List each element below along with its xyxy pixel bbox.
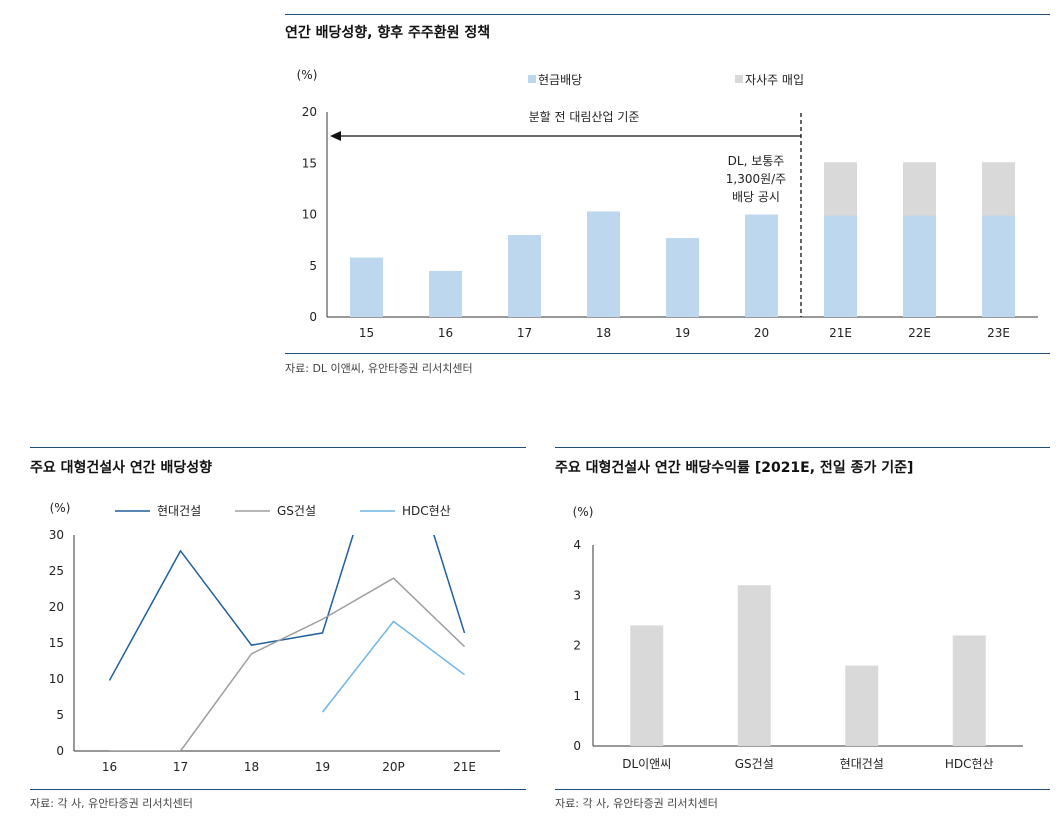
top-panel-bottom-rule bbox=[285, 353, 1050, 354]
bottom-left-bottom-rule bbox=[30, 789, 526, 790]
x-tick-label: 21E bbox=[453, 760, 476, 774]
bar-cash-19 bbox=[666, 238, 699, 317]
y-tick-label: 1 bbox=[573, 689, 581, 703]
top-panel-top-rule bbox=[285, 14, 1050, 15]
series-line-hdc bbox=[321, 620, 465, 713]
y-tick-label: 0 bbox=[309, 310, 317, 324]
bar-cash-22E bbox=[903, 215, 936, 317]
y-tick-label: 0 bbox=[573, 739, 581, 753]
bar-cash-20 bbox=[745, 214, 778, 317]
y-tick-label: 2 bbox=[573, 639, 581, 653]
legend-swatch-1 bbox=[735, 75, 743, 83]
dividend-note-line: DL, 보통주 bbox=[728, 154, 785, 168]
legend-label-hyundai: 현대건설 bbox=[157, 504, 201, 518]
construction-yield-bar-chart: (%) 0 1 2 3 4 DL이앤씨 GS건설 현대건설 HDC현산 bbox=[573, 505, 1023, 771]
legend-label-gs: GS건설 bbox=[277, 504, 316, 518]
bar-cash-16 bbox=[429, 270, 462, 317]
legend-swatch-0 bbox=[528, 75, 536, 83]
top-panel-source: 자료: DL 이앤씨, 유안타증권 리서치센터 bbox=[285, 362, 473, 375]
x-tick-label: 현대건설 bbox=[840, 757, 884, 771]
dividend-note-line: 1,300원/주 bbox=[726, 172, 786, 186]
x-tick-label: HDC현산 bbox=[945, 757, 994, 771]
y-unit-label: (%) bbox=[573, 505, 594, 519]
bar-cash-18 bbox=[587, 211, 620, 317]
y-tick-label: 0 bbox=[56, 744, 64, 758]
construction-payout-line-chart: (%) 0 5 10 15 20 25 30 16 17 18 19 20P 21E 현대건설 GS건설 HDC… bbox=[49, 501, 500, 774]
bar-cash-17 bbox=[508, 235, 541, 317]
yield-bar-2 bbox=[845, 665, 879, 746]
x-tick-label: 22E bbox=[908, 326, 931, 340]
y-tick-label: 10 bbox=[302, 208, 317, 222]
y-tick-label: 3 bbox=[573, 588, 581, 602]
x-tick-label: 17 bbox=[517, 326, 532, 340]
series-line-gs bbox=[109, 577, 466, 751]
dividend-payout-policy-chart: (%) 0 5 10 15 20 15 16 17 18 19 20 21E 22E 23E 현금배당 자사주 … bbox=[297, 68, 1038, 340]
y-tick-label: 5 bbox=[309, 259, 317, 273]
bar-buyback-21E bbox=[824, 162, 857, 216]
legend-label-1: 자사주 매입 bbox=[745, 73, 804, 87]
x-tick-label: 18 bbox=[596, 326, 611, 340]
x-tick-label: 15 bbox=[359, 326, 374, 340]
y-tick-label: 15 bbox=[302, 156, 317, 170]
y-tick-label: 5 bbox=[56, 708, 64, 722]
bar-cash-21E bbox=[824, 215, 857, 317]
y-tick-label: 15 bbox=[49, 636, 64, 650]
y-tick-label: 30 bbox=[49, 528, 64, 542]
bottom-right-title: 주요 대형건설사 연간 배당수익률 [2021E, 전일 종가 기준] bbox=[555, 460, 914, 476]
x-tick-label: 21E bbox=[829, 326, 852, 340]
x-tick-label: 20P bbox=[382, 760, 405, 774]
legend-label-0: 현금배당 bbox=[538, 73, 582, 87]
x-tick-label: 23E bbox=[987, 326, 1010, 340]
y-tick-label: 25 bbox=[49, 564, 64, 578]
arrow-head bbox=[330, 131, 341, 141]
bottom-left-top-rule bbox=[30, 447, 526, 448]
bar-buyback-23E bbox=[982, 162, 1015, 216]
x-tick-label: 17 bbox=[173, 760, 188, 774]
arrow-annotation: 분할 전 대림산업 기준 bbox=[529, 110, 640, 124]
x-tick-label: 19 bbox=[315, 760, 330, 774]
x-tick-label: 19 bbox=[675, 326, 690, 340]
y-tick-label: 20 bbox=[49, 600, 64, 614]
bottom-left-title: 주요 대형건설사 연간 배당성향 bbox=[30, 460, 213, 476]
bottom-right-source: 자료: 각 사, 유안타증권 리서치센터 bbox=[555, 797, 718, 810]
x-tick-label: 18 bbox=[244, 760, 259, 774]
y-tick-label: 10 bbox=[49, 672, 64, 686]
x-tick-label: 20 bbox=[754, 326, 769, 340]
y-tick-label: 4 bbox=[573, 538, 581, 552]
bar-buyback-22E bbox=[903, 162, 936, 216]
bar-cash-15 bbox=[350, 257, 383, 317]
bottom-right-top-rule bbox=[555, 447, 1050, 448]
yield-bar-3 bbox=[952, 635, 986, 746]
x-tick-label: DL이앤씨 bbox=[622, 757, 671, 771]
bottom-left-source: 자료: 각 사, 유안타증권 리서치센터 bbox=[30, 797, 193, 810]
x-tick-label: GS건설 bbox=[735, 757, 774, 771]
bottom-right-bottom-rule bbox=[555, 789, 1050, 790]
y-tick-label: 20 bbox=[302, 105, 317, 119]
y-unit-label: (%) bbox=[50, 501, 71, 515]
y-unit-label: (%) bbox=[297, 68, 318, 82]
legend-label-hdc: HDC현산 bbox=[402, 504, 451, 518]
bar-cash-23E bbox=[982, 215, 1015, 317]
yield-bar-1 bbox=[737, 585, 771, 746]
series-line-hyundai bbox=[108, 535, 466, 681]
yield-bar-0 bbox=[630, 625, 664, 746]
top-panel-title: 연간 배당성향, 향후 주주환원 정책 bbox=[285, 25, 491, 41]
dividend-note-line: 배당 공시 bbox=[732, 190, 780, 204]
x-tick-label: 16 bbox=[102, 760, 117, 774]
x-tick-label: 16 bbox=[438, 326, 453, 340]
